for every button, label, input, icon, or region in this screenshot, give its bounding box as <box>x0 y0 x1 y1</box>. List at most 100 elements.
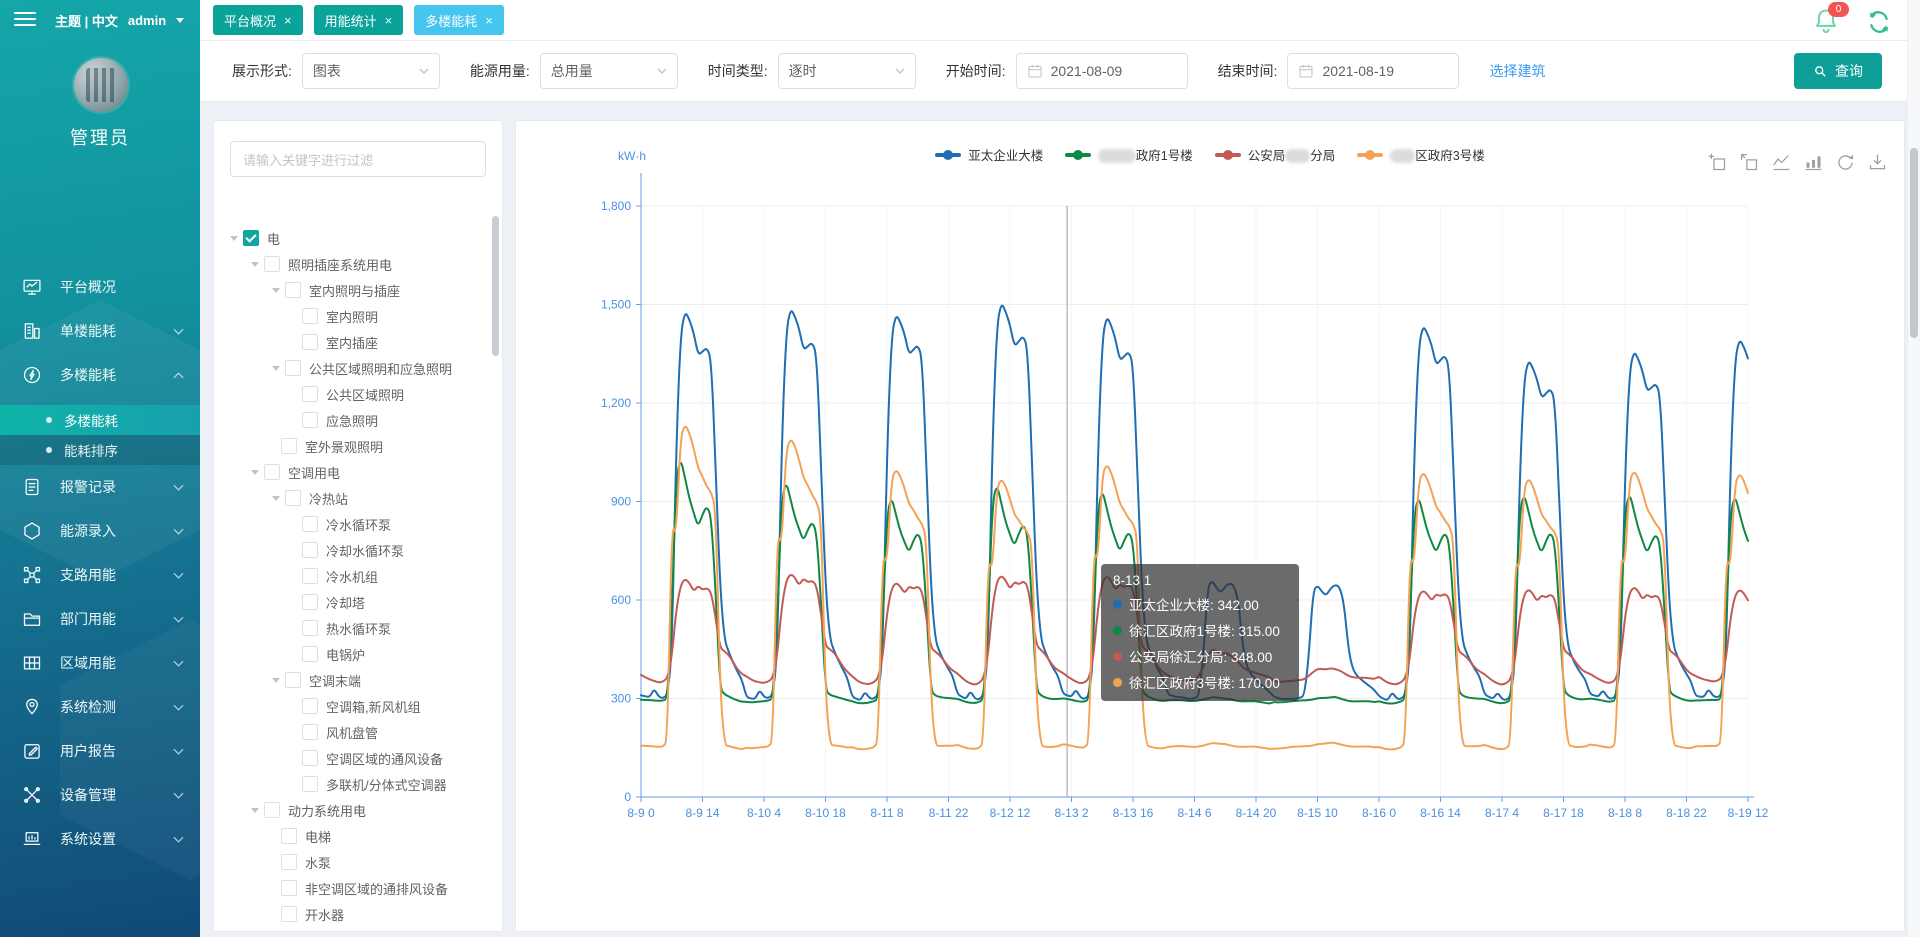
energy-usage-select[interactable]: 总用量 <box>539 53 678 89</box>
tree-checkbox[interactable] <box>285 282 301 298</box>
page-scrollbar-thumb[interactable] <box>1910 148 1918 338</box>
tree-checkbox[interactable] <box>302 698 318 714</box>
tree-checkbox[interactable] <box>243 230 259 246</box>
sidebar-item-系统设置[interactable]: 系统设置 <box>0 817 200 861</box>
download-icon[interactable] <box>1867 152 1888 173</box>
tree-node-照明插座系统用电[interactable]: 照明插座系统用电 <box>214 251 496 277</box>
restore-icon[interactable] <box>1835 152 1856 173</box>
tree-checkbox[interactable] <box>302 542 318 558</box>
tree-checkbox[interactable] <box>302 568 318 584</box>
tree-expand-caret-icon[interactable] <box>251 262 259 271</box>
tree-node-应急照明[interactable]: 应急照明 <box>214 407 496 433</box>
refresh-icon[interactable] <box>1866 9 1892 35</box>
tree-node-室内插座[interactable]: 室内插座 <box>214 329 496 355</box>
tree-checkbox[interactable] <box>302 594 318 610</box>
tab-平台概况[interactable]: 平台概况 × <box>213 5 303 35</box>
tree-node-公共区域照明和应急照明[interactable]: 公共区域照明和应急照明 <box>214 355 496 381</box>
tree-filter-input[interactable]: 请输入关键字进行过滤 <box>230 141 486 177</box>
display-form-select[interactable]: 图表 <box>301 53 440 89</box>
series-line-徐汇区政府3号楼[interactable] <box>640 425 1749 751</box>
sidebar-item-能源录入[interactable]: 能源录入 <box>0 509 200 553</box>
tree-checkbox[interactable] <box>302 776 318 792</box>
tab-close-icon[interactable]: × <box>485 12 493 28</box>
tab-用能统计[interactable]: 用能统计 × <box>313 5 404 35</box>
legend-item-徐汇区政府1号楼[interactable]: 徐汇区政府1号楼 <box>1065 145 1193 164</box>
end-date-input[interactable]: 2021-08-19 <box>1287 53 1460 89</box>
tree-node-电[interactable]: 电 <box>214 225 496 251</box>
tree-checkbox[interactable] <box>281 438 297 454</box>
tree-node-室内照明[interactable]: 室内照明 <box>214 303 496 329</box>
tree-node-冷水机组[interactable]: 冷水机组 <box>214 563 496 589</box>
tree-node-电锅炉[interactable]: 电锅炉 <box>214 641 496 667</box>
tree-checkbox[interactable] <box>302 386 318 402</box>
tree-checkbox[interactable] <box>302 516 318 532</box>
tree-checkbox[interactable] <box>285 672 301 688</box>
tree-node-动力系统用电[interactable]: 动力系统用电 <box>214 797 496 823</box>
sidebar-item-用户报告[interactable]: 用户报告 <box>0 729 200 773</box>
theme-language-switch[interactable]: 主题 | 中文 <box>55 13 118 29</box>
line-chart-icon[interactable] <box>1771 152 1792 173</box>
sidebar-item-部门用能[interactable]: 部门用能 <box>0 597 200 641</box>
tree-checkbox[interactable] <box>281 906 297 922</box>
tree-expand-caret-icon[interactable] <box>272 288 280 297</box>
tree-node-空调区域的通风设备[interactable]: 空调区域的通风设备 <box>214 745 496 771</box>
tree-node-非空调区域的通排风设备[interactable]: 非空调区域的通排风设备 <box>214 875 496 901</box>
select-building-link[interactable]: 选择建筑 <box>1489 63 1546 79</box>
tree-checkbox[interactable] <box>285 360 301 376</box>
sidebar-item-系统检测[interactable]: 系统检测 <box>0 685 200 729</box>
tree-checkbox[interactable] <box>302 620 318 636</box>
tree-node-公共区域照明[interactable]: 公共区域照明 <box>214 381 496 407</box>
sidebar-subitem-多楼能耗[interactable]: 多楼能耗 <box>0 405 200 435</box>
zoom-reset-icon[interactable] <box>1739 152 1760 173</box>
tree-node-冷热站[interactable]: 冷热站 <box>214 485 496 511</box>
tree-expand-caret-icon[interactable] <box>251 808 259 817</box>
tree-node-空调箱,新风机组[interactable]: 空调箱,新风机组 <box>214 693 496 719</box>
tree-checkbox[interactable] <box>302 724 318 740</box>
tree-checkbox[interactable] <box>302 412 318 428</box>
tree-checkbox[interactable] <box>281 880 297 896</box>
tree-expand-caret-icon[interactable] <box>272 678 280 687</box>
sidebar-item-区域用能[interactable]: 区域用能 <box>0 641 200 685</box>
tree-node-热水循环泵[interactable]: 热水循环泵 <box>214 615 496 641</box>
tree-node-冷却塔[interactable]: 冷却塔 <box>214 589 496 615</box>
tree-node-多联机/分体式空调器[interactable]: 多联机/分体式空调器 <box>214 771 496 797</box>
sidebar-item-报警记录[interactable]: 报警记录 <box>0 465 200 509</box>
menu-toggle-icon[interactable] <box>14 12 36 30</box>
legend-item-亚太企业大楼[interactable]: 亚太企业大楼 <box>935 145 1043 164</box>
query-button[interactable]: 查询 <box>1794 53 1882 89</box>
tree-expand-caret-icon[interactable] <box>251 470 259 479</box>
tree-node-室内照明与插座[interactable]: 室内照明与插座 <box>214 277 496 303</box>
tree-node-冷水循环泵[interactable]: 冷水循环泵 <box>214 511 496 537</box>
tree-checkbox[interactable] <box>302 750 318 766</box>
tree-checkbox[interactable] <box>302 308 318 324</box>
tree-expand-caret-icon[interactable] <box>272 496 280 505</box>
start-date-input[interactable]: 2021-08-09 <box>1015 53 1188 89</box>
sidebar-item-单楼能耗[interactable]: 单楼能耗 <box>0 309 200 353</box>
sidebar-item-多楼能耗[interactable]: 多楼能耗 <box>0 353 200 397</box>
tree-checkbox[interactable] <box>281 828 297 844</box>
zoom-select-icon[interactable] <box>1707 152 1728 173</box>
legend-item-公安局徐汇分局[interactable]: 公安局徐汇分局 <box>1214 145 1335 164</box>
tree-checkbox[interactable] <box>302 334 318 350</box>
tree-expand-caret-icon[interactable] <box>272 366 280 375</box>
tree-node-电梯[interactable]: 电梯 <box>214 823 496 849</box>
tree-checkbox[interactable] <box>264 464 280 480</box>
avatar[interactable] <box>74 58 128 112</box>
bar-chart-icon[interactable] <box>1803 152 1824 173</box>
tab-多楼能耗[interactable]: 多楼能耗 × <box>414 5 504 35</box>
tree-expand-caret-icon[interactable] <box>230 236 238 245</box>
tree-checkbox[interactable] <box>302 646 318 662</box>
sidebar-item-平台概况[interactable]: 平台概况 <box>0 265 200 309</box>
sidebar-item-支路用能[interactable]: 支路用能 <box>0 553 200 597</box>
tab-close-icon[interactable]: × <box>284 12 292 28</box>
tree-node-空调末端[interactable]: 空调末端 <box>214 667 496 693</box>
line-chart[interactable]: 0 300 600 900 1,200 1,500 1,800 8-9 0 8-9 14 8-10… <box>516 121 1904 931</box>
tree-node-冷却水循环泵[interactable]: 冷却水循环泵 <box>214 537 496 563</box>
time-type-select[interactable]: 逐时 <box>777 53 916 89</box>
sidebar-subitem-能耗排序[interactable]: 能耗排序 <box>0 435 200 465</box>
sidebar-item-设备管理[interactable]: 设备管理 <box>0 773 200 817</box>
tree-node-室外景观照明[interactable]: 室外景观照明 <box>214 433 496 459</box>
tree-scrollbar[interactable] <box>492 216 499 356</box>
tree-node-水泵[interactable]: 水泵 <box>214 849 496 875</box>
tree-checkbox[interactable] <box>285 490 301 506</box>
